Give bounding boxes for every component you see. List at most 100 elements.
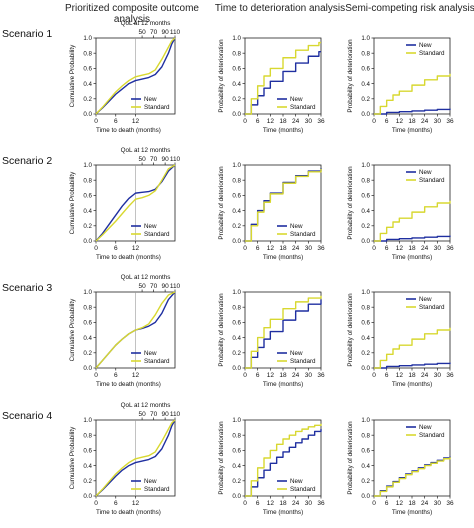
panel-2-composite-ytick-label: 0.2 (83, 223, 92, 230)
panel-3-composite-ytick-label: 0.8 (83, 304, 92, 311)
panel-1-semi-competing-xtick-label: 6 (385, 118, 389, 125)
panel-1-semi-competing-xtick-label: 18 (408, 118, 416, 125)
panel-3-semi-competing-ytick-label: 0.2 (361, 350, 370, 357)
panel-2-semi-competing-ytick-label: 0.8 (361, 177, 370, 184)
panel-2-composite-xtick-label: 6 (114, 245, 118, 252)
panel-4-deterioration-ytick-label: 0.8 (232, 432, 241, 439)
panel-3-semi-competing-ylabel: Probability of deterioration (347, 293, 354, 367)
panel-3-semi-competing-xtick-label: 12 (396, 372, 404, 379)
panel-3-composite-xtick-label: 0 (94, 372, 98, 379)
row-label-scenario-3: Scenario 3 (2, 282, 53, 294)
panel-1-deterioration-legend-label-new: New (290, 96, 303, 103)
panel-4-composite-ytick-label: 0.0 (83, 493, 92, 500)
panel-4-composite-ytick-label: 0.6 (83, 448, 92, 455)
panel-2-composite-xtick-label: 12 (132, 245, 140, 252)
panel-3-composite-xlabel: Time to death (months) (96, 381, 161, 388)
panel-2-semi-competing-series-standard-line (374, 200, 451, 242)
panel-2-semi-competing-xtick-label: 30 (434, 245, 442, 252)
panel-2-composite-ytick-label: 1.0 (83, 162, 92, 169)
panel-1-semi-competing-series-new-line (374, 108, 451, 115)
panel-1-deterioration-series-standard-line (245, 41, 321, 115)
panel-1-composite-top-axis-label: QoL at 12 months (121, 20, 171, 27)
panel-1-deterioration-legend-label-standard: Standard (290, 104, 316, 111)
panel-1-deterioration-xtick-label: 6 (256, 118, 260, 125)
panel-1-semi-competing-ytick-label: 0.6 (361, 66, 370, 73)
panel-2-composite-legend-label-new: New (144, 223, 157, 230)
panel-2-deterioration-xtick-label: 30 (305, 245, 313, 252)
panel-4-semi-competing-ytick-label: 0.6 (361, 448, 370, 455)
panel-4-composite-top-axis-label: QoL at 12 months (121, 402, 171, 409)
panel-4-deterioration-xtick-label: 6 (256, 500, 260, 507)
panel-3-deterioration-ytick-label: 0.0 (232, 365, 241, 372)
panel-3-composite-ytick-label: 0.0 (83, 365, 92, 372)
panel-3-composite-top-axis-label: QoL at 12 months (121, 274, 171, 281)
panel-4-deterioration-ytick-label: 1.0 (232, 417, 241, 424)
panel-2-deterioration-ytick-label: 0.4 (232, 208, 241, 215)
panel-3-semi-competing-series-standard-line (374, 327, 451, 369)
panel-3-semi-competing-xtick-label: 6 (385, 372, 389, 379)
panel-3-deterioration-ytick-label: 0.4 (232, 335, 241, 342)
panel-3-deterioration-ytick-label: 0.2 (232, 350, 241, 357)
panel-1-semi-competing-legend-label-new: New (419, 42, 432, 49)
panel-3-semi-competing-ytick-label: 0.4 (361, 335, 370, 342)
panel-4-deterioration-xtick-label: 0 (243, 500, 247, 507)
panel-1-composite-xtick-label: 0 (94, 118, 98, 125)
panel-3-composite-legend-label-standard: Standard (144, 358, 170, 365)
panel-1-composite-ytick-label: 1.0 (83, 35, 92, 42)
panel-3-composite-toptick-label: 110 (170, 283, 181, 290)
panel-3-deterioration-xtick-label: 0 (243, 372, 247, 379)
panel-3-deterioration-xtick-label: 30 (305, 372, 313, 379)
panel-4-semi-competing-xtick-label: 18 (408, 500, 416, 507)
panel-3-composite-ytick-label: 0.4 (83, 335, 92, 342)
row-label-scenario-4: Scenario 4 (2, 410, 53, 422)
panel-1-composite-ytick-label: 0.6 (83, 66, 92, 73)
panel-4-deterioration-xlabel: Time (months) (263, 509, 303, 516)
panel-2-composite-xlabel: Time to death (months) (96, 254, 161, 261)
panel-3-semi-competing-series-new-line (374, 362, 451, 369)
panel-4-deterioration-ytick-label: 0.2 (232, 478, 241, 485)
panel-1-composite-ytick-label: 0.8 (83, 50, 92, 57)
panel-3-semi-competing-ytick-label: 0.6 (361, 320, 370, 327)
panel-2-deterioration-ytick-label: 0.8 (232, 177, 241, 184)
panel-2-deterioration-xtick-label: 0 (243, 245, 247, 252)
panel-4-semi-competing-ytick-label: 0.2 (361, 478, 370, 485)
panel-1-deterioration-xtick-label: 36 (317, 118, 325, 125)
panel-4-semi-competing-xtick-label: 6 (385, 500, 389, 507)
panel-3-composite-ytick-label: 0.6 (83, 320, 92, 327)
panel-2-deterioration-frame (244, 164, 322, 242)
panel-2-semi-competing-ylabel: Probability of deterioration (347, 166, 354, 240)
panel-1-deterioration-xlabel: Time (months) (263, 127, 303, 134)
panel-2-semi-competing-series-new-line (374, 235, 451, 242)
panel-2-deterioration-ytick-label: 1.0 (232, 162, 241, 169)
panel-1-deterioration-xtick-label: 0 (243, 118, 247, 125)
panel-4-deterioration-ylabel: Probability of deterioration (218, 421, 225, 495)
panel-3-semi-competing-ytick-label: 0.8 (361, 304, 370, 311)
panel-4-composite-ytick-label: 1.0 (83, 417, 92, 424)
panel-4-deterioration-frame (244, 419, 322, 497)
panel-2-composite-xtick-label: 0 (94, 245, 98, 252)
panel-2-composite-ytick-label: 0.0 (83, 238, 92, 245)
panel-3-deterioration-xtick-label: 6 (256, 372, 260, 379)
panel-3-composite-ytick-label: 0.2 (83, 350, 92, 357)
panel-4-deterioration-legend-label-standard: Standard (290, 486, 316, 493)
panel-1-deterioration-ytick-label: 0.4 (232, 81, 241, 88)
panel-2-deterioration-series-new-line (245, 168, 322, 242)
panel-3-semi-competing-legend-label-new: New (419, 296, 432, 303)
panel-4-semi-competing-ytick-label: 0.4 (361, 463, 370, 470)
panel-2-semi-competing-xlabel: Time (months) (392, 254, 432, 261)
panel-4-deterioration-legend-label-new: New (290, 478, 303, 485)
panel-4-deterioration-xtick-label: 12 (267, 500, 275, 507)
panel-4-deterioration-ytick-label: 0.4 (232, 463, 241, 470)
panel-1-deterioration-xtick-label: 24 (292, 118, 300, 125)
panel-2-composite-toptick-label: 70 (150, 156, 158, 163)
panel-2-composite-ytick-label: 0.6 (83, 193, 92, 200)
panel-4-semi-competing-series-standard-line (374, 457, 451, 497)
column-header-composite: Prioritized composite outcome analysis (62, 3, 202, 25)
panel-3-composite-ytick-label: 1.0 (83, 289, 92, 296)
panel-2-composite-series-standard-line (95, 164, 176, 242)
panel-1-composite-legend-label-new: New (144, 96, 157, 103)
panel-1-semi-competing-ytick-label: 0.2 (361, 96, 370, 103)
panel-1-composite-legend-label-standard: Standard (144, 104, 170, 111)
panel-2-semi-competing-xtick-label: 18 (408, 245, 416, 252)
panel-1-semi-competing-xtick-label: 24 (421, 118, 429, 125)
